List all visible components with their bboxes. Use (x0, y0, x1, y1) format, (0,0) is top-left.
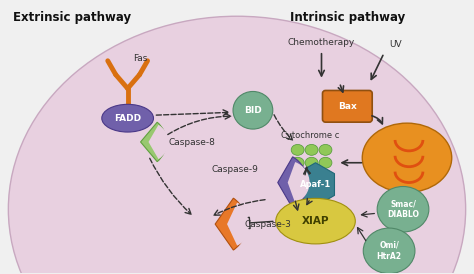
Text: Caspase-8: Caspase-8 (168, 138, 215, 147)
Text: Intrinsic pathway: Intrinsic pathway (290, 11, 405, 24)
Text: FADD: FADD (114, 114, 141, 123)
Polygon shape (297, 163, 335, 206)
Text: Caspase-3: Caspase-3 (245, 219, 292, 229)
Ellipse shape (276, 198, 356, 244)
Text: Fas: Fas (134, 54, 148, 63)
Text: UV: UV (389, 40, 402, 49)
Ellipse shape (305, 144, 318, 155)
Ellipse shape (363, 228, 415, 274)
Text: Bax: Bax (338, 102, 357, 111)
Ellipse shape (102, 104, 154, 132)
FancyBboxPatch shape (322, 90, 372, 122)
Text: XIAP: XIAP (302, 216, 329, 226)
Wedge shape (227, 202, 251, 246)
Ellipse shape (291, 170, 304, 181)
Ellipse shape (377, 187, 429, 232)
Ellipse shape (9, 16, 465, 274)
Ellipse shape (305, 157, 318, 168)
Ellipse shape (319, 157, 332, 168)
Ellipse shape (291, 157, 304, 168)
Wedge shape (278, 157, 308, 208)
Ellipse shape (305, 170, 318, 181)
Text: Caspase-9: Caspase-9 (211, 165, 258, 174)
Wedge shape (288, 162, 310, 203)
Text: BID: BID (244, 106, 262, 115)
Ellipse shape (362, 123, 452, 192)
Text: Smac/
DIABLO: Smac/ DIABLO (387, 199, 419, 219)
Ellipse shape (291, 144, 304, 155)
Text: Chemotherapy: Chemotherapy (288, 38, 355, 47)
Wedge shape (215, 198, 247, 250)
Ellipse shape (319, 144, 332, 155)
Text: Cytochrome c: Cytochrome c (282, 131, 340, 140)
Wedge shape (141, 122, 166, 162)
Text: Extrinsic pathway: Extrinsic pathway (13, 11, 131, 24)
Text: Apaf-1: Apaf-1 (300, 180, 331, 189)
Wedge shape (148, 125, 168, 159)
Ellipse shape (233, 92, 273, 129)
Text: Omi/
HtrA2: Omi/ HtrA2 (377, 241, 401, 261)
